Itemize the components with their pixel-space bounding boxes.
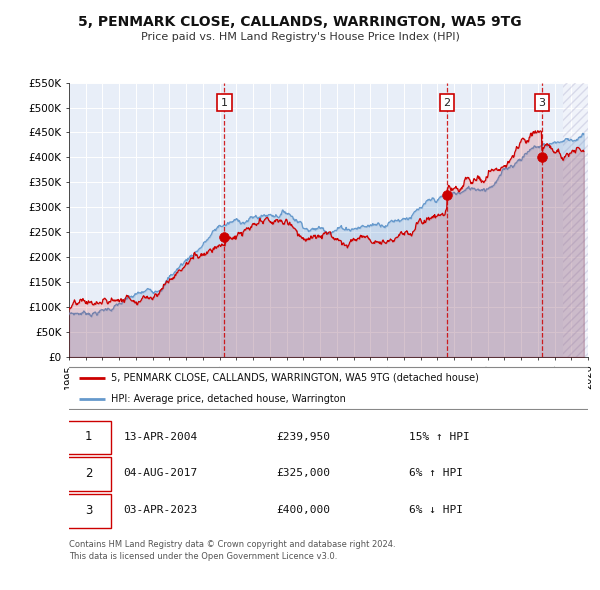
Text: 13-APR-2004: 13-APR-2004 bbox=[124, 432, 198, 442]
Text: 2: 2 bbox=[85, 467, 92, 480]
Text: 6% ↓ HPI: 6% ↓ HPI bbox=[409, 505, 463, 515]
Text: 04-AUG-2017: 04-AUG-2017 bbox=[124, 468, 198, 478]
Text: 15% ↑ HPI: 15% ↑ HPI bbox=[409, 432, 470, 442]
Text: 3: 3 bbox=[538, 97, 545, 107]
Text: Price paid vs. HM Land Registry's House Price Index (HPI): Price paid vs. HM Land Registry's House … bbox=[140, 32, 460, 42]
Text: HPI: Average price, detached house, Warrington: HPI: Average price, detached house, Warr… bbox=[110, 394, 346, 404]
FancyBboxPatch shape bbox=[67, 421, 110, 454]
Text: 5, PENMARK CLOSE, CALLANDS, WARRINGTON, WA5 9TG (detached house): 5, PENMARK CLOSE, CALLANDS, WARRINGTON, … bbox=[110, 373, 478, 383]
Text: Contains HM Land Registry data © Crown copyright and database right 2024.
This d: Contains HM Land Registry data © Crown c… bbox=[69, 540, 395, 561]
Text: £239,950: £239,950 bbox=[277, 432, 331, 442]
FancyBboxPatch shape bbox=[67, 457, 110, 491]
Text: 03-APR-2023: 03-APR-2023 bbox=[124, 505, 198, 515]
Text: 1: 1 bbox=[85, 430, 92, 443]
Text: 2: 2 bbox=[443, 97, 451, 107]
Polygon shape bbox=[563, 83, 588, 357]
Text: £400,000: £400,000 bbox=[277, 505, 331, 515]
FancyBboxPatch shape bbox=[67, 494, 110, 527]
Text: 6% ↑ HPI: 6% ↑ HPI bbox=[409, 468, 463, 478]
Text: 3: 3 bbox=[85, 504, 92, 517]
Text: £325,000: £325,000 bbox=[277, 468, 331, 478]
FancyBboxPatch shape bbox=[67, 367, 590, 409]
Text: 1: 1 bbox=[221, 97, 228, 107]
Text: 5, PENMARK CLOSE, CALLANDS, WARRINGTON, WA5 9TG: 5, PENMARK CLOSE, CALLANDS, WARRINGTON, … bbox=[78, 15, 522, 29]
